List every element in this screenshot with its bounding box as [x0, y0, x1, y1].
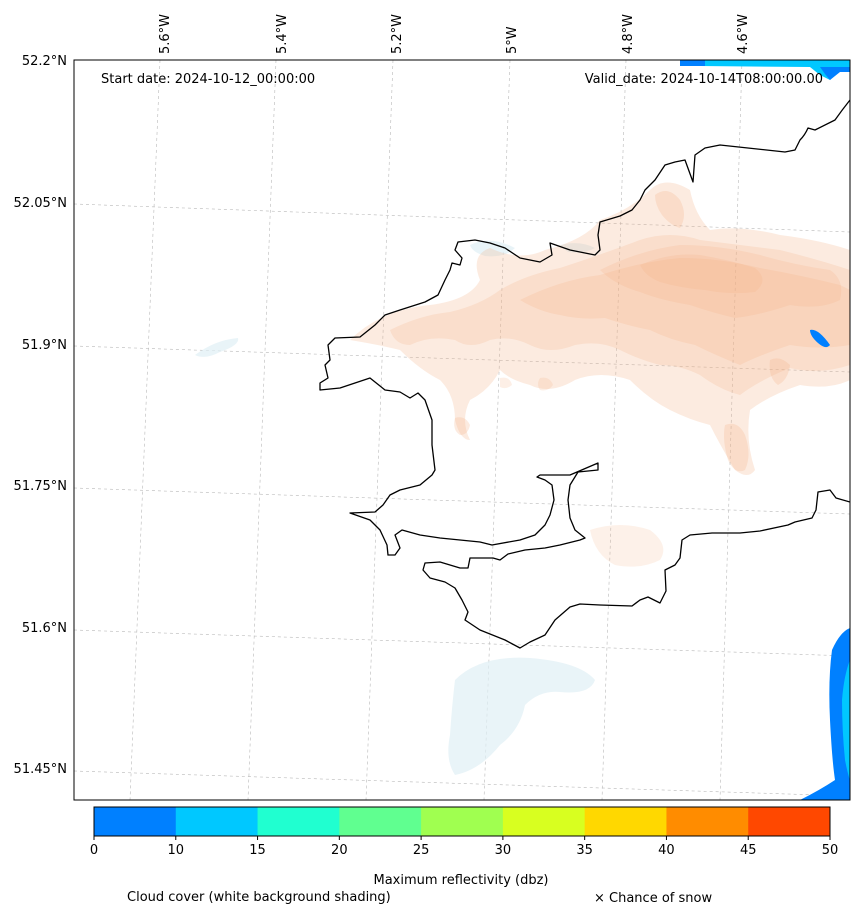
colorbar-title: Maximum reflectivity (dbz) [374, 873, 549, 888]
colorbar-segment [584, 807, 667, 836]
longitude-labels: 5.6°W 5.4°W 5.2°W 5°W 4.8°W 4.6°W [158, 14, 751, 54]
lon-label-5.6w: 5.6°W [158, 14, 173, 54]
colorbar-segment [94, 807, 177, 836]
reflectivity-colorbar [93, 806, 831, 837]
map-frame [73, 59, 851, 801]
lat-label-51.6n: 51.6°N [22, 621, 67, 636]
lat-label-52.05n: 52.05°N [14, 196, 67, 211]
lon-label-5.2w: 5.2°W [390, 14, 405, 54]
lon-label-4.6w: 4.6°W [736, 14, 751, 54]
lat-label-52.2n: 52.2°N [22, 54, 67, 69]
colorbar-segment [175, 807, 259, 836]
colorbar-tick-label: 0 [90, 843, 98, 858]
colorbar-segment [502, 807, 586, 836]
snow-legend: × Chance of snow [594, 891, 712, 906]
lat-label-51.45n: 51.45°N [14, 762, 67, 777]
colorbar-tick-label: 20 [331, 843, 348, 858]
lon-label-5.4w: 5.4°W [275, 14, 290, 54]
colorbar-tick-label: 45 [740, 843, 757, 858]
latitude-labels: 52.2°N 52.05°N 51.9°N 51.75°N 51.6°N 51.… [14, 54, 67, 777]
lat-label-51.9n: 51.9°N [22, 338, 67, 353]
colorbar-tick-label: 15 [249, 843, 266, 858]
colorbar-ticks: 0 10 15 20 25 30 35 40 45 50 [90, 836, 838, 858]
colorbar-segment [666, 807, 749, 836]
cloud-cover-shading [350, 182, 850, 567]
colorbar-tick-label: 10 [168, 843, 185, 858]
colorbar-frame [93, 806, 831, 837]
colorbar-tick-label: 25 [413, 843, 430, 858]
valid-date-label: Valid_date: 2024-10-14T08:00:00.00 [585, 72, 823, 87]
colorbar-tick-label: 35 [576, 843, 593, 858]
colorbar-segment [421, 807, 504, 836]
coastline [319, 99, 850, 649]
colorbar-tick-label: 40 [658, 843, 675, 858]
lon-label-5w: 5°W [505, 26, 520, 54]
colorbar-tick-label: 30 [495, 843, 512, 858]
colorbar-tick-label: 50 [822, 843, 839, 858]
lat-label-51.75n: 51.75°N [14, 479, 67, 494]
reflectivity-patches [680, 60, 850, 800]
colorbar-segment [339, 807, 422, 836]
low-cloud-shading [195, 240, 595, 775]
lon-label-4.8w: 4.8°W [621, 14, 636, 54]
colorbar-segment [257, 807, 340, 836]
colorbar-segment [748, 807, 831, 836]
cloud-cover-legend: Cloud cover (white background shading) [127, 890, 391, 905]
start-date-label: Start date: 2024-10-12_00:00:00 [101, 72, 315, 87]
